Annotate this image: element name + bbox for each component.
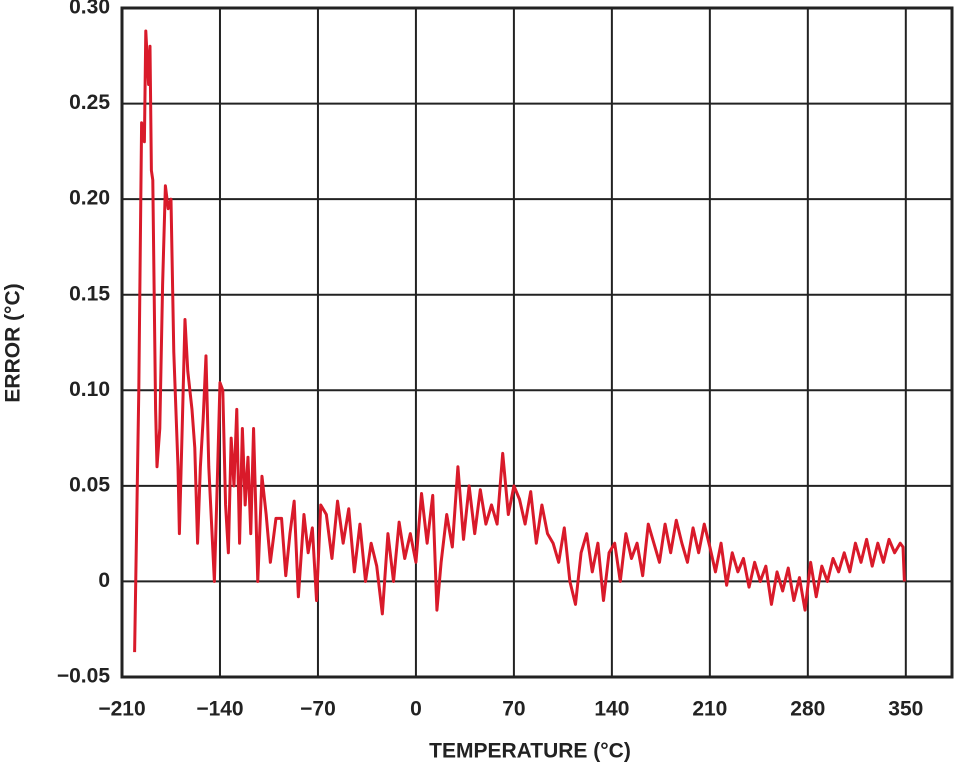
y-tick-label: −0.05 [57,665,110,688]
data-line [133,29,906,653]
x-tick-label: −210 [98,698,145,721]
x-tick-label: 0 [410,698,422,721]
x-tick-label: 280 [790,698,825,721]
y-tick-label: 0.15 [69,282,110,305]
y-tick-label: 0.25 [69,91,110,114]
x-tick-label: 350 [888,698,923,721]
y-tick-label: 0.20 [69,187,110,210]
y-tick-label: 0.10 [69,378,110,401]
x-axis-label: TEMPERATURE (°C) [429,740,631,763]
plot-border [120,6,954,679]
x-tick-label: 210 [692,698,727,721]
x-tick-label: −140 [196,698,243,721]
y-tick-label: 0 [98,569,110,592]
y-tick-label: 0.05 [69,473,110,496]
y-axis-label: ERROR (°C) [2,283,25,402]
x-tick-label: 70 [502,698,525,721]
x-tick-label: 140 [594,698,629,721]
y-tick-label: 0.30 [69,0,110,19]
x-tick-label: −70 [300,698,336,721]
